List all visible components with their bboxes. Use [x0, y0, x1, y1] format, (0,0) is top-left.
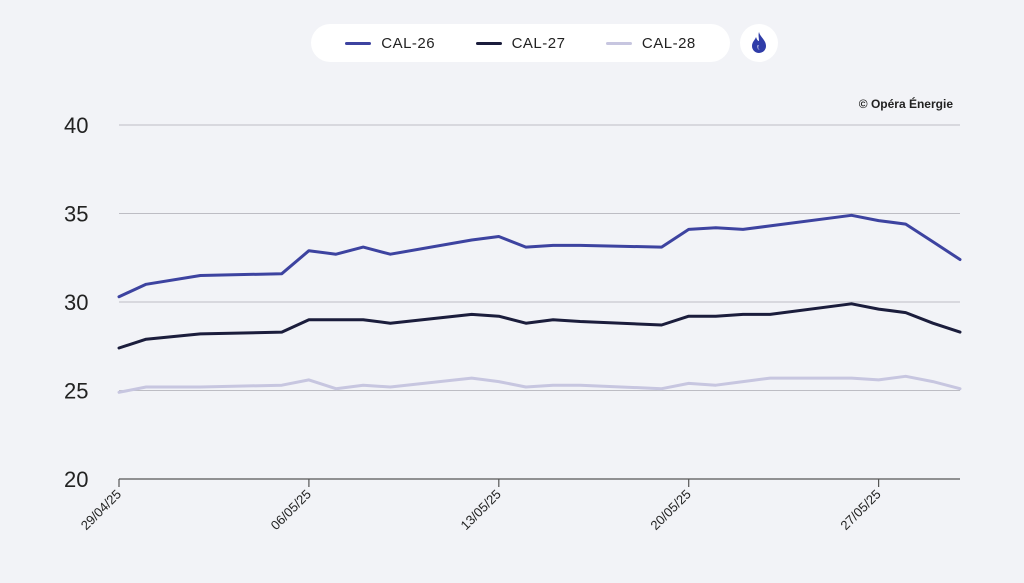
series-line-cal-27	[117, 302, 962, 350]
x-tick-label: 06/05/25	[268, 487, 314, 533]
x-tick-label: 27/05/25	[837, 487, 883, 533]
chart-legend: CAL-26 CAL-27 CAL-28	[311, 24, 730, 62]
legend-label: CAL-27	[511, 34, 566, 52]
legend-swatch	[345, 41, 372, 45]
legend-item-cal-26[interactable]: CAL-26	[345, 35, 435, 52]
series-line-cal-28	[117, 374, 962, 394]
legend-swatch	[475, 41, 502, 45]
y-tick-label: 30	[64, 290, 88, 315]
x-tick-label: 29/04/25	[78, 487, 124, 533]
x-tick-label: 13/05/25	[458, 487, 504, 533]
y-tick-label: 35	[64, 202, 88, 227]
legend-label: CAL-28	[641, 34, 696, 52]
y-tick-label: 40	[64, 113, 88, 138]
energy-type-badge[interactable]	[740, 24, 778, 62]
y-tick-label: 20	[64, 467, 88, 492]
copyright-label: © Opéra Énergie	[858, 97, 953, 111]
series-line-cal-26	[117, 213, 962, 299]
x-tick-label: 20/05/25	[647, 487, 693, 533]
legend-label: CAL-26	[381, 34, 436, 52]
legend-swatch	[605, 41, 632, 45]
legend-item-cal-27[interactable]: CAL-27	[475, 34, 566, 52]
flame-icon	[752, 32, 766, 53]
legend-item-cal-28[interactable]: CAL-28	[605, 34, 696, 52]
y-tick-label: 25	[64, 379, 88, 404]
